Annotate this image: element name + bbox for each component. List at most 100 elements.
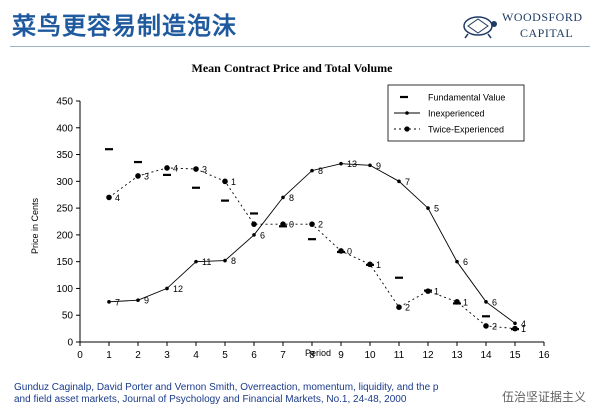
inexperienced-volume-label: 12 [173,284,183,294]
inexperienced-point [107,300,111,304]
x-tick-label: 6 [251,350,257,361]
slide-title: 菜鸟更容易制造泡沫 [12,12,237,40]
chart-title: Mean Contract Price and Total Volume [192,61,394,75]
inexperienced-volume-label: 4 [521,319,526,329]
legend-label-fundamental-value: Fundamental Value [428,93,505,103]
twice-experienced-volume-label: 2 [492,321,497,331]
citation-line-2: and field asset markets, Journal of Psyc… [14,394,407,405]
inexperienced-point [252,233,256,237]
x-tick-label: 14 [480,350,492,361]
inexperienced-point [484,300,488,304]
inexperienced-volume-label: 6 [492,297,497,307]
chart-legend: Fundamental Value Inexperienced Twice-Expe… [387,84,525,142]
price-volume-chart: Mean Contract Price and Total Volume 050… [30,61,550,362]
x-tick-label: 16 [538,350,550,361]
x-tick-label: 11 [394,350,405,361]
x-tick-label: 5 [222,350,228,361]
logo-text-line2: CAPITAL [520,26,574,40]
y-tick-label: 200 [56,230,73,241]
twice-experienced-point [512,325,518,332]
citation-line-1: Gunduz Caginalp, David Porter and Vernon… [14,382,439,393]
title-divider [10,46,590,47]
x-tick-label: 12 [422,350,434,361]
twice-experienced-volume-label: 0 [289,220,294,230]
y-tick-label: 0 [67,338,73,349]
x-tick-label: 1 [106,350,112,361]
x-tick-label: 7 [280,350,286,361]
twice-experienced-volume-label: 1 [231,177,236,187]
inexperienced-volume-label: 13 [347,159,357,169]
twice-experienced-point [106,194,112,201]
citation: Gunduz Caginalp, David Porter and Vernon… [14,382,444,406]
twice-experienced-point [135,173,141,179]
twice-experienced-volume-label: 1 [521,324,526,334]
inexperienced-volume-label: 5 [434,204,439,214]
inexperienced-volume-label: 8 [231,256,236,266]
inexperienced-point [136,298,140,303]
x-tick-label: 9 [338,350,344,361]
y-tick-label: 150 [56,257,73,268]
twice-experienced-point [309,221,315,227]
y-tick-label: 100 [56,284,73,295]
x-axis-label: Period [305,348,331,358]
twice-experienced-point [454,299,460,305]
y-tick-label: 350 [56,150,73,161]
twice-experienced-point [367,261,373,268]
inexperienced-volume-label: 8 [289,193,294,203]
x-tick-label: 10 [364,350,376,361]
legend-label-twice-experienced: Twice-Experienced [428,125,504,135]
x-tick-label: 4 [193,350,199,361]
twice-experienced-point [251,221,257,227]
twice-experienced-volume-label: 2 [405,303,410,313]
x-tick-label: 0 [77,350,83,361]
legend-label-inexperienced: Inexperienced [428,109,485,119]
turtle-logo-icon [463,16,497,39]
twice-experienced-volume-label: 3 [202,165,207,175]
twice-experienced-point [338,248,344,254]
legend-marker-inexperienced [405,111,409,115]
inexperienced-point [223,258,227,263]
twice-experienced-point [425,288,431,294]
inexperienced-volume-label: 6 [463,257,468,267]
inexperienced-point [426,206,430,210]
inexperienced-point [339,161,343,166]
inexperienced-volume-label: 8 [318,166,323,176]
inexperienced-point [368,163,372,168]
twice-experienced-volume-label: 4 [115,193,120,203]
inexperienced-volume-label: 11 [202,257,211,267]
legend-marker-twice-experienced [404,126,410,132]
y-tick-label: 50 [62,311,74,322]
twice-experienced-volume-label: 1 [434,287,439,297]
twice-experienced-point [193,166,199,172]
twice-experienced-volume-label: 1 [463,297,468,307]
wechat-watermark: 伍治坚证据主义 [501,390,586,404]
twice-experienced-volume-label: 2 [318,220,323,230]
inexperienced-point [455,259,459,264]
twice-experienced-point [483,323,489,329]
twice-experienced-volume-label: 4 [173,163,178,173]
twice-experienced-point [164,165,170,171]
inexperienced-volume-label: 7 [405,177,410,187]
inexperienced-volume-label: 9 [376,161,381,171]
x-tick-label: 8 [309,350,315,361]
inexperienced-point [310,168,314,173]
twice-experienced-point [396,304,402,310]
inexperienced-point [513,321,517,326]
x-tick-label: 15 [509,350,521,361]
inexperienced-point [281,195,285,200]
inexperienced-point [194,259,198,264]
twice-experienced-volume-label: 0 [347,246,352,256]
inexperienced-volume-label: 7 [115,297,120,307]
inexperienced-line [108,163,516,324]
logo-text-line1: WOODSFORD [502,10,583,24]
twice-experienced-volume-label: 1 [376,260,381,270]
inexperienced-point [165,286,169,291]
x-tick-label: 3 [164,350,170,361]
company-logo: WOODSFORD CAPITAL [458,8,588,42]
y-tick-label: 300 [56,177,73,188]
y-tick-label: 250 [56,204,73,215]
x-tick-label: 2 [135,350,141,361]
inexperienced-volume-label: 9 [144,296,149,306]
